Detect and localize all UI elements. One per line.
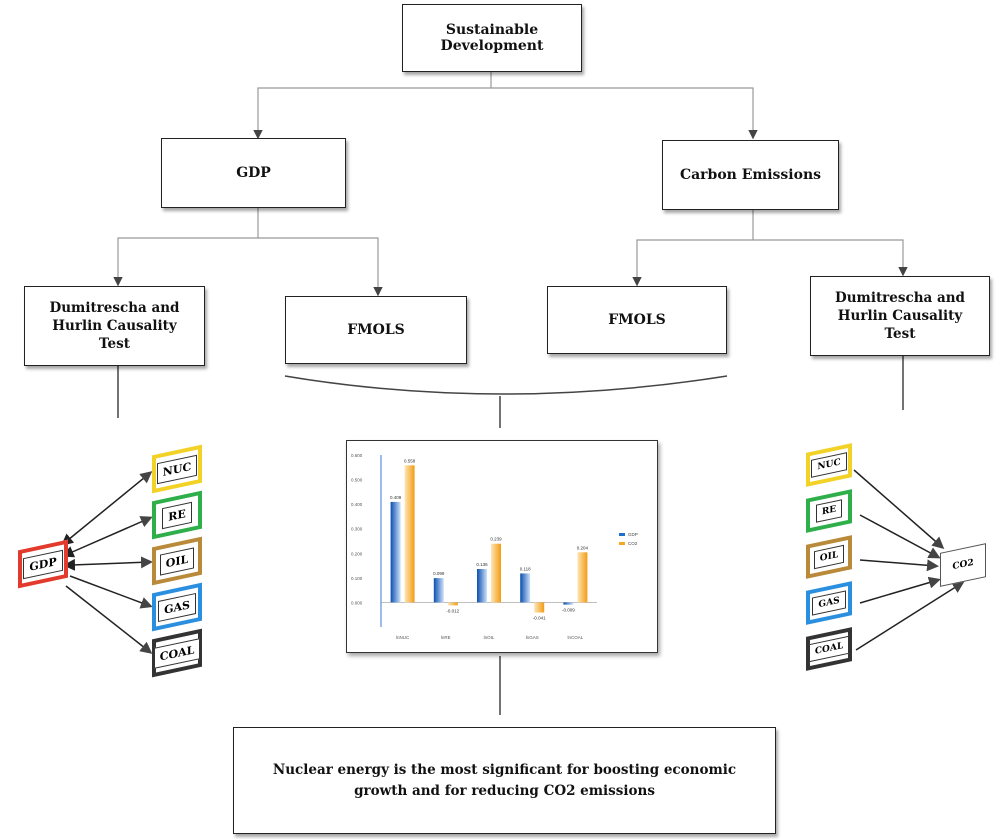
- bar-gdp: [390, 501, 401, 603]
- dh-causality-right-label: Dumitrescha and Hurlin Causality Test: [835, 289, 965, 343]
- re-co2-arrow: [859, 514, 941, 559]
- sustainable-development-box: Sustainable Development: [402, 4, 582, 72]
- gdp-box: GDP: [161, 138, 346, 208]
- connector-top-right: [491, 87, 758, 140]
- bar-label-co2: 0.558: [404, 458, 416, 463]
- bar-label-co2: -0.041: [533, 616, 546, 621]
- conclusion-text: Nuclear energy is the most significant f…: [272, 762, 737, 799]
- re-node-right-label: RE: [815, 499, 843, 523]
- bar-co2: [404, 465, 415, 603]
- oil-node-left-label: OIL: [159, 546, 195, 576]
- fmols-left-label: FMOLS: [347, 322, 405, 338]
- bar-co2: [447, 602, 458, 606]
- bar-co2: [577, 552, 588, 603]
- gdp-label: GDP: [236, 165, 271, 181]
- x-tick-label: lnNUC: [396, 635, 410, 640]
- gdp-oil-arrow: [63, 556, 153, 571]
- bar-label-gdp: 0.099: [433, 571, 445, 576]
- bar-label-gdp: -0.009: [562, 608, 575, 613]
- oil-node-right-label: OIL: [813, 544, 845, 570]
- gas-node-right-label: GAS: [812, 590, 846, 616]
- bar-label-gdp: 0.409: [390, 495, 402, 500]
- bar-gdp: [520, 573, 531, 603]
- coal-co2-arrow: [855, 581, 965, 651]
- x-tick-label: lnRE: [441, 635, 451, 640]
- fmols-results-chart-frame: 0.600 0.500 0.400 0.300 0.200 0.100 0.000 0.409…: [346, 440, 658, 653]
- gas-node-left-label: GAS: [158, 592, 196, 622]
- x-tick-label: lnGAS: [526, 635, 539, 640]
- bar-co2: [534, 602, 545, 613]
- gdp-nuc-arrow: [61, 471, 153, 546]
- gas-co2-arrow: [859, 576, 941, 604]
- bar-label-co2: 0.204: [577, 545, 589, 550]
- re-node-left-label: RE: [162, 501, 192, 529]
- gdp-node-left-label: GDP: [23, 549, 63, 579]
- gdp-coal-arrow: [65, 585, 153, 654]
- carbon-emissions-label: Carbon Emissions: [679, 167, 822, 183]
- bar-label-co2: 0.239: [490, 537, 502, 542]
- y-tick-label: 0.500: [351, 478, 363, 483]
- x-tick-label: lnCOAL: [568, 635, 584, 640]
- gdp-re-arrow: [61, 516, 153, 558]
- bar-gdp: [477, 569, 487, 603]
- connector-gdp-fmols: [258, 237, 383, 297]
- connector-co2-dh: [753, 239, 908, 277]
- bar-gdp: [433, 578, 444, 603]
- carbon-emissions-box: Carbon Emissions: [662, 140, 839, 210]
- y-tick-label: 0.600: [351, 453, 363, 458]
- y-tick-label: 0.200: [351, 551, 363, 556]
- dh-causality-left-label: Dumitrescha and Hurlin Causality Test: [49, 299, 180, 353]
- conclusion-box: Nuclear energy is the most significant f…: [233, 727, 776, 834]
- connector-co2-split: [632, 210, 754, 287]
- bar-co2: [491, 543, 501, 603]
- oil-co2-arrow: [859, 559, 939, 572]
- fmols-right-box: FMOLS: [547, 286, 727, 354]
- nuc-node-right-label: NUC: [811, 452, 847, 478]
- co2-node-right-label: CO2: [947, 553, 979, 577]
- bar-label-gdp: 0.118: [520, 566, 531, 571]
- gdp-gas-arrow: [69, 575, 153, 609]
- bar-gdp: [563, 602, 574, 605]
- y-tick-label: 0.100: [351, 576, 363, 581]
- sustainable-development-label: Sustainable Development: [440, 22, 544, 54]
- dh-causality-right-box: Dumitrescha and Hurlin Causality Test: [810, 276, 990, 356]
- y-tick-label: 0.000: [351, 600, 363, 605]
- x-tick-label: lnOIL: [484, 635, 495, 640]
- coal-node-right-label: COAL: [808, 635, 850, 663]
- nuc-node-left-label: NUC: [156, 454, 198, 484]
- legend-label-gdp: GDP: [628, 532, 638, 537]
- bar-label-co2: -0.012: [446, 608, 459, 613]
- dh-causality-left-box: Dumitrescha and Hurlin Causality Test: [24, 286, 205, 366]
- fmols-right-label: FMOLS: [608, 312, 666, 328]
- connector-top-left: [253, 72, 492, 140]
- connector-gdp-split: [113, 208, 259, 287]
- brace-curve: [284, 375, 728, 395]
- legend-swatch-gdp: [619, 533, 625, 536]
- fmols-left-box: FMOLS: [285, 296, 467, 364]
- fmols-results-chart: 0.600 0.500 0.400 0.300 0.200 0.100 0.000 0.409…: [351, 453, 638, 640]
- y-tick-label: 0.300: [351, 527, 363, 532]
- legend-swatch-co2: [619, 542, 625, 545]
- bar-label-gdp: 0.136: [476, 562, 488, 567]
- y-tick-label: 0.400: [351, 502, 363, 507]
- coal-node-left-label: COAL: [153, 637, 201, 669]
- nuc-co2-arrow: [853, 469, 945, 549]
- legend-label-co2: CO2: [628, 541, 638, 546]
